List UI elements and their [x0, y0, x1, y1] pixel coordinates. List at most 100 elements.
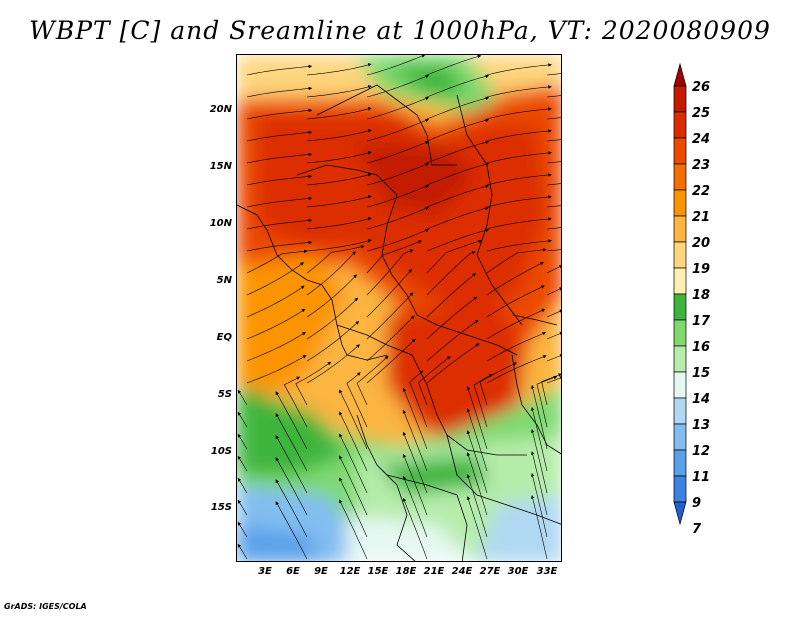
streamline	[237, 455, 248, 472]
streamline	[486, 173, 552, 186]
streamline	[546, 331, 561, 340]
streamline	[366, 140, 430, 164]
streamline	[486, 107, 552, 120]
streamline	[366, 55, 426, 76]
colorbar-label-7: 7	[692, 522, 702, 537]
streamline	[246, 285, 305, 318]
streamline	[530, 494, 548, 560]
colorbar-label-13: 13	[692, 418, 711, 433]
streamline	[530, 384, 548, 450]
streamline	[466, 430, 488, 494]
streamline	[366, 249, 414, 296]
colorbar-top-arrow	[673, 62, 687, 87]
streamline	[426, 55, 482, 76]
lon-label-33e: 33E	[536, 566, 558, 577]
streamline	[426, 320, 479, 362]
streamline	[479, 362, 517, 406]
colorbar-label-17: 17	[692, 314, 711, 329]
colorbar-swatch	[673, 111, 687, 139]
streamline	[339, 477, 368, 538]
streamline	[306, 129, 372, 142]
streamline	[466, 474, 488, 538]
streamline	[466, 496, 488, 560]
streamline	[546, 93, 561, 98]
streamline	[246, 174, 313, 186]
streamline	[466, 452, 488, 516]
colorbar-swatch	[673, 189, 687, 217]
colorbar-swatch	[673, 163, 687, 191]
streamline	[426, 273, 477, 318]
streamline	[339, 455, 368, 516]
streamline	[237, 411, 248, 428]
streamline	[306, 85, 372, 98]
streamline	[466, 408, 488, 472]
map-panel	[236, 54, 562, 562]
streamline	[530, 406, 548, 472]
streamline	[546, 354, 561, 362]
streamline	[339, 411, 368, 472]
colorbar-label-14: 14	[692, 392, 711, 407]
streamline	[237, 543, 248, 560]
lat-label-eq: EQ	[216, 332, 232, 343]
lat-label-10n: 10N	[209, 218, 232, 229]
country-borders	[237, 84, 561, 561]
streamline	[366, 118, 430, 142]
streamline	[306, 63, 372, 76]
colorbar-label-21: 21	[692, 210, 711, 225]
lon-label-27e: 27E	[479, 566, 501, 577]
streamline	[246, 262, 304, 296]
colorbar-label-24: 24	[692, 132, 711, 147]
streamline	[275, 435, 308, 494]
colorbar-swatch	[673, 397, 687, 425]
streamline	[366, 206, 430, 230]
streamline	[486, 129, 552, 142]
streamline	[530, 472, 548, 538]
lat-label-15n: 15N	[209, 161, 232, 172]
streamline	[346, 372, 368, 428]
streamline	[546, 159, 561, 164]
streamline	[486, 331, 547, 362]
streamline	[486, 285, 545, 318]
streamline	[426, 239, 483, 274]
streamline	[237, 521, 248, 538]
streamline	[426, 184, 490, 208]
streamline	[546, 115, 561, 120]
streamline	[366, 292, 414, 340]
streamline	[246, 355, 307, 384]
colorbar-swatch	[673, 345, 687, 373]
streamline	[237, 477, 248, 494]
streamline	[366, 96, 430, 120]
streamline	[426, 140, 490, 164]
streamline	[402, 387, 428, 450]
lon-label-9e: 9E	[314, 566, 328, 577]
streamline	[536, 375, 558, 428]
streamline	[246, 64, 313, 76]
colorbar-swatch	[673, 241, 687, 269]
streamline	[486, 63, 552, 76]
streamline	[402, 431, 428, 494]
colorbar-label-12: 12	[692, 444, 711, 459]
streamline	[426, 296, 478, 340]
temperature-field	[237, 55, 561, 561]
streamline	[426, 162, 490, 186]
streamline	[246, 240, 313, 252]
colorbar-swatch	[673, 137, 687, 165]
streamline	[486, 85, 552, 98]
lon-label-15e: 15E	[367, 566, 389, 577]
streamline	[366, 184, 430, 208]
streamline	[366, 315, 415, 362]
colorbar-swatch	[673, 319, 687, 347]
streamline	[246, 196, 313, 208]
streamline	[546, 287, 561, 296]
lon-label-24e: 24E	[451, 566, 473, 577]
streamline	[356, 355, 389, 406]
streamline	[295, 361, 332, 406]
streamline	[306, 239, 372, 252]
colorbar	[673, 62, 687, 526]
streamline	[530, 450, 548, 516]
colorbar-label-11: 11	[692, 470, 711, 485]
streamline	[246, 108, 313, 120]
streamline	[426, 96, 490, 120]
streamline	[426, 343, 480, 384]
streamline	[486, 217, 552, 230]
